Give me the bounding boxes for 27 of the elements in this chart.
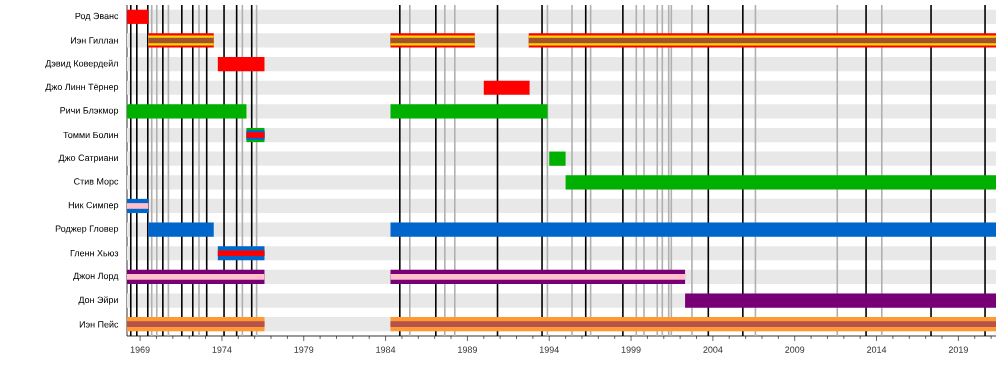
y-tick-label: Дон Эйри <box>78 296 118 305</box>
x-tick-label: 1979 <box>294 346 314 353</box>
bar <box>127 203 149 209</box>
x-tick-label: 2009 <box>785 346 805 353</box>
x-tick-label: 2004 <box>703 346 723 353</box>
y-tick-label: Джон Лорд <box>73 272 119 281</box>
y-tick-label: Дэвид Ковердейл <box>45 59 118 69</box>
y-tick-label: Ричи Блэкмор <box>60 107 119 116</box>
x-tick-label: 1969 <box>130 346 150 353</box>
y-tick-label: Джо Сатриани <box>58 154 118 163</box>
y-tick-label: Джо Линн Тёрнер <box>45 83 119 92</box>
y-tick-label: Иэн Пейс <box>79 320 119 328</box>
y-tick-label: Ник Симпер <box>68 201 119 211</box>
x-tick-label: 2014 <box>867 346 887 353</box>
y-tick-label: Род Эванс <box>75 12 119 21</box>
y-tick-label: Роджер Гловер <box>55 225 119 234</box>
x-tick-label: 1994 <box>539 346 559 353</box>
x-tick-label: 2019 <box>948 346 968 353</box>
y-tick-label: Стив Морс <box>74 178 119 187</box>
x-tick-label: 1984 <box>376 346 396 353</box>
y-tick-label: Иэн Гиллан <box>71 37 118 44</box>
bar <box>127 274 265 280</box>
y-tick-label: Гленн Хьюз <box>70 250 119 257</box>
x-tick-label: 1974 <box>212 346 232 353</box>
y-tick-label: Томми Болин <box>63 131 118 139</box>
x-tick-label: 1989 <box>458 346 477 353</box>
x-tick-label: 1999 <box>621 346 641 353</box>
